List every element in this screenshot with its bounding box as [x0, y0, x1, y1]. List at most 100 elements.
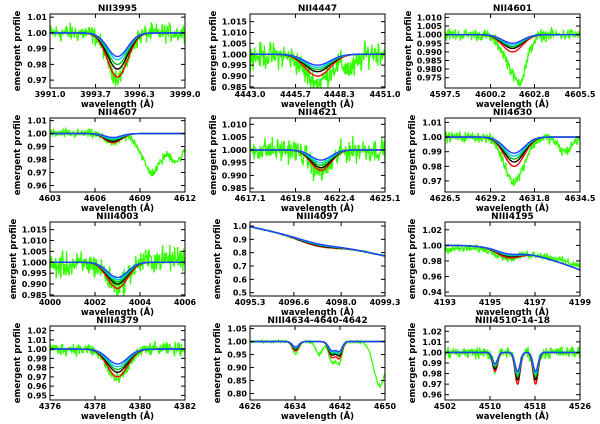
- panel-nii4601: 4597.5 4600.2 4602.8 4605.50.9750.9800.9850…: [404, 4, 596, 110]
- model-curve-blue: [250, 340, 385, 353]
- x-tick-label: 4000: [39, 298, 62, 307]
- y-tick-label: 0.7: [233, 262, 247, 271]
- x-tick-label: 4600.2: [475, 90, 506, 99]
- y-tick-label: 1.015: [22, 226, 48, 235]
- y-tick-label: 0.95: [227, 351, 247, 360]
- y-tick-label: 1.02: [422, 226, 442, 235]
- model-curve-blue: [250, 225, 385, 257]
- x-tick-label: 4597.5: [430, 90, 461, 99]
- x-axis-label: wavelength (Å): [81, 411, 154, 422]
- y-tick-label: 0.985: [222, 83, 248, 92]
- x-tick-label: 4629.2: [475, 194, 506, 203]
- y-tick-label: 1.01: [27, 117, 47, 126]
- x-tick-label: 4502: [434, 402, 456, 411]
- x-axis-label: wavelength (Å): [81, 99, 154, 110]
- panel-nii4447: 4443.0 4445.7 4448.3 4451.0 0.985 0.990 0.995 1…: [209, 4, 401, 110]
- panel-niii4379: 4376 4378 4380 4382 0.950.960.970.980.991.00…: [13, 316, 196, 422]
- plot-frame: [49, 117, 186, 193]
- y-tick-label: 0.98: [27, 60, 47, 69]
- y-tick-label: 1.000: [22, 258, 48, 267]
- x-tick-label: 4626: [239, 402, 262, 411]
- y-tick-label: 1.00: [227, 338, 247, 347]
- y-tick-label: 0.9: [233, 235, 248, 244]
- model-curve-blue: [50, 32, 185, 58]
- x-axis-label: wavelength (Å): [476, 411, 549, 422]
- y-tick-label: 1.005: [222, 39, 248, 48]
- panel-title: NII4621: [298, 108, 337, 118]
- panel-title: NIII4510-14-18: [475, 316, 550, 326]
- model-curve-blue: [445, 244, 580, 271]
- y-tick-label: 0.98: [422, 257, 442, 266]
- y-axis-label: emergent profile: [408, 114, 418, 195]
- y-axis-label: emergent profile: [9, 218, 19, 299]
- model-curve-blue: [250, 53, 385, 66]
- model-curve-blue: [445, 33, 580, 44]
- observed-spectrum: [50, 244, 185, 296]
- plot-frame: [49, 221, 186, 297]
- y-tick-label: 1.005: [222, 133, 248, 142]
- y-tick-label: 1.000: [417, 31, 443, 40]
- x-tick-label: 4443.0: [235, 90, 266, 99]
- panel-title: NIII4003: [96, 212, 139, 222]
- x-tick-label: 4622.4: [324, 194, 355, 203]
- y-tick-label: 0.980: [417, 65, 443, 74]
- model-curve-blue: [50, 348, 185, 365]
- panel-title: NIII4195: [491, 212, 534, 222]
- panel-niii4634-4640-4642: 4626 4634 4642 4650 0.80 0.85 0.90 0.95 1.00 1.05…: [213, 316, 397, 422]
- y-tick-label: 0.995: [222, 61, 248, 70]
- x-axis-label: wavelength (Å): [476, 99, 549, 110]
- x-tick-label: 4631.8: [519, 194, 550, 203]
- x-tick-label: 4526: [569, 402, 592, 411]
- y-tick-label: 1.02: [422, 327, 442, 336]
- x-tick-label: 4612: [174, 194, 196, 203]
- x-tick-label: 4006: [174, 298, 197, 307]
- plot-frame: [249, 13, 386, 89]
- y-tick-label: 0.985: [417, 56, 443, 65]
- panel-niii4003: 4000 4002 4004 4006 0.985 0.990 0.995 1.000 1.00…: [9, 212, 197, 318]
- x-tick-label: 4634.5: [565, 194, 596, 203]
- y-tick-label: 0.5: [233, 289, 248, 298]
- observed-spectrum: [250, 338, 385, 389]
- y-tick-label: 0.99: [27, 354, 47, 363]
- y-tick-label: 1.00: [422, 241, 442, 250]
- x-axis-label: wavelength (Å): [281, 99, 354, 110]
- y-axis-label: emergent profile: [213, 218, 223, 299]
- y-tick-label: 0.985: [222, 184, 248, 193]
- y-tick-label: 0.995: [22, 269, 48, 278]
- observed-spectrum: [445, 130, 580, 187]
- y-tick-label: 0.80: [227, 390, 247, 399]
- x-tick-label: 3996.3: [124, 90, 155, 99]
- x-tick-label: 4626.5: [430, 194, 461, 203]
- y-tick-label: 1.00: [27, 345, 47, 354]
- x-tick-label: 4448.3: [324, 90, 355, 99]
- y-tick-label: 1.010: [222, 120, 248, 129]
- y-tick-label: 1.010: [222, 29, 248, 38]
- plot-frame: [49, 13, 186, 89]
- y-tick-label: 0.990: [22, 280, 48, 289]
- plot-frame: [249, 117, 386, 193]
- y-tick-label: 1.00: [27, 130, 47, 139]
- panel-nii4630: 4626.5 4629.2 4631.8 4634.5 0.97 0.98 0.99 1.00…: [408, 108, 596, 214]
- x-tick-label: 4095.3: [235, 298, 266, 307]
- y-axis-label: emergent profile: [213, 322, 223, 403]
- y-axis-label: emergent profile: [13, 114, 23, 195]
- x-tick-label: 4376: [39, 402, 62, 411]
- x-tick-label: 4617.1: [235, 194, 266, 203]
- y-tick-label: 0.99: [422, 359, 442, 368]
- x-tick-label: 4445.7: [280, 90, 311, 99]
- y-tick-label: 0.97: [27, 169, 47, 178]
- y-tick-label: 0.97: [422, 177, 442, 186]
- y-tick-label: 1.01: [27, 13, 47, 22]
- y-tick-label: 0.99: [27, 45, 47, 54]
- model-curve-blue: [445, 136, 580, 154]
- y-tick-label: 1.00: [422, 348, 442, 357]
- y-tick-label: 1.00: [422, 133, 442, 142]
- observed-spectrum: [50, 126, 185, 177]
- y-tick-label: 0.8: [233, 249, 248, 258]
- x-axis-label: wavelength (Å): [476, 203, 549, 214]
- x-tick-label: 4603: [39, 194, 61, 203]
- y-tick-label: 1.005: [22, 247, 48, 256]
- observed-spectrum: [50, 340, 185, 383]
- y-tick-label: 0.990: [417, 48, 443, 57]
